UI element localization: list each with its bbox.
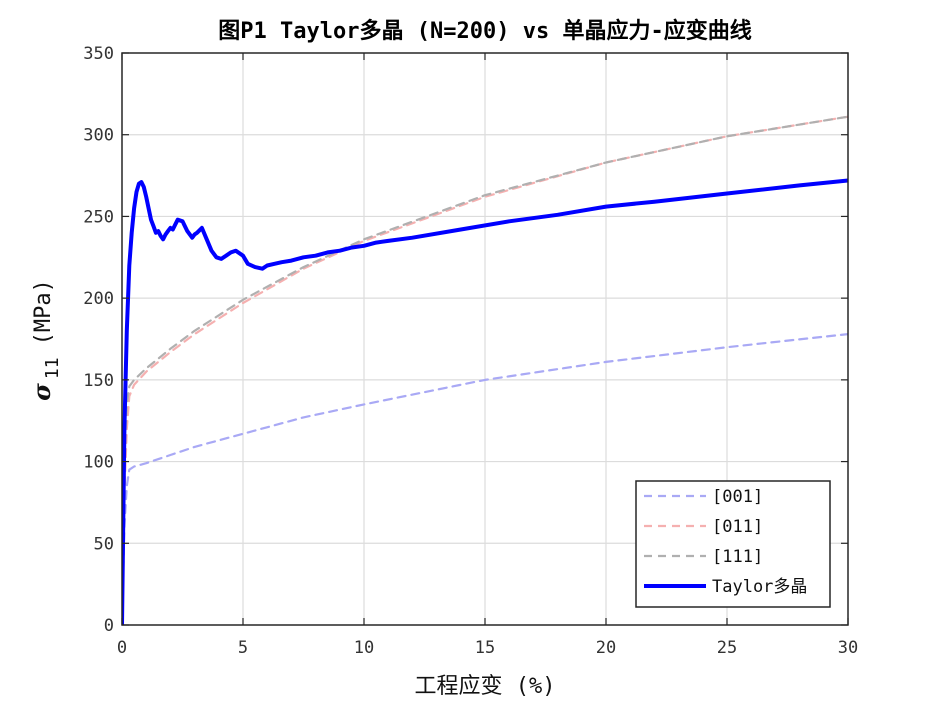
legend-label-3: Taylor多晶 — [712, 577, 807, 597]
svg-text:σ11(MPa): σ 11 (MPa) — [27, 279, 63, 401]
legend: [001] [011] [111] Taylor多晶 — [635, 480, 831, 608]
y-tick-label: 0 — [104, 616, 114, 636]
y-axis-subscript: 11 — [42, 357, 63, 379]
y-tick-label: 150 — [83, 371, 114, 391]
legend-label-2: [111] — [712, 547, 763, 567]
x-tick-labels: 0 5 10 15 20 25 30 — [117, 638, 858, 658]
x-tick-label: 5 — [238, 638, 248, 658]
y-tick-label: 200 — [83, 289, 114, 309]
x-tick-label: 15 — [475, 638, 495, 658]
y-tick-label: 350 — [83, 44, 114, 64]
x-tick-label: 25 — [717, 638, 737, 658]
x-tick-label: 20 — [596, 638, 616, 658]
x-tick-label: 10 — [354, 638, 374, 658]
y-axis-symbol: σ — [27, 383, 56, 401]
series-lines — [122, 115, 848, 625]
series-line-0 — [122, 333, 848, 625]
series-line-2 — [122, 115, 848, 625]
y-tick-label: 250 — [83, 207, 114, 227]
y-tick-label: 300 — [83, 126, 114, 146]
y-tick-label: 100 — [83, 453, 114, 473]
x-tick-label: 30 — [838, 638, 858, 658]
y-axis-unit: (MPa) — [31, 279, 56, 345]
y-tick-labels: 0 50 100 150 200 250 300 350 — [83, 44, 114, 636]
y-axis-label: σ 11 (MPa) — [27, 279, 63, 401]
chart-title: 图P1 Taylor多晶 (N=200) vs 单晶应力-应变曲线 — [218, 18, 751, 44]
legend-label-0: [001] — [712, 487, 763, 507]
y-tick-label: 50 — [94, 534, 114, 554]
x-tick-label: 0 — [117, 638, 127, 658]
x-axis-label: 工程应变 (%) — [415, 674, 556, 699]
axis-ticks — [121, 52, 849, 626]
series-line-3 — [122, 178, 848, 625]
legend-label-1: [011] — [712, 517, 763, 537]
